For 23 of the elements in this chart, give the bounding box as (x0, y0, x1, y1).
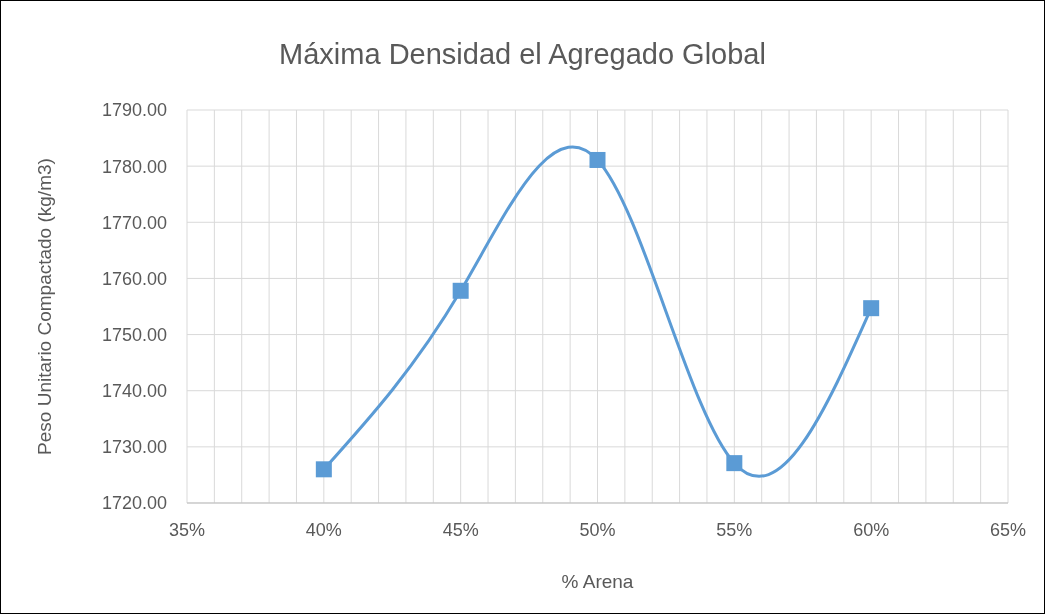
point (589, 151, 606, 168)
x-tick-label: 50% (579, 519, 616, 540)
y-tick-label: 1780.00 (101, 156, 167, 177)
y-axis-title: Peso Unitario Compactado (kg/m3) (33, 158, 55, 455)
x-tick-label: 60% (853, 519, 890, 540)
point (863, 300, 880, 317)
x-tick-label: 55% (716, 519, 753, 540)
y-tick-label: 1750.00 (101, 324, 167, 345)
x-tick-label: 45% (442, 519, 479, 540)
y-tick-label: 1720.00 (101, 493, 167, 514)
y-tick-label: 1770.00 (101, 212, 167, 233)
y-tick-label: 1760.00 (101, 268, 167, 289)
x-tick-label: 40% (305, 519, 342, 540)
point (452, 282, 469, 299)
x-tick-label: 65% (989, 519, 1027, 540)
chart-title: Máxima Densidad el Agregado Global (278, 38, 767, 71)
y-tick-label: 1790.00 (101, 100, 167, 121)
y-tick-label: 1730.00 (101, 437, 167, 458)
x-axis-title: % Arena (561, 571, 634, 592)
x-tick-label: 35% (168, 519, 206, 540)
y-tick-label: 1740.00 (101, 381, 167, 402)
point (315, 461, 332, 478)
point (726, 455, 743, 472)
